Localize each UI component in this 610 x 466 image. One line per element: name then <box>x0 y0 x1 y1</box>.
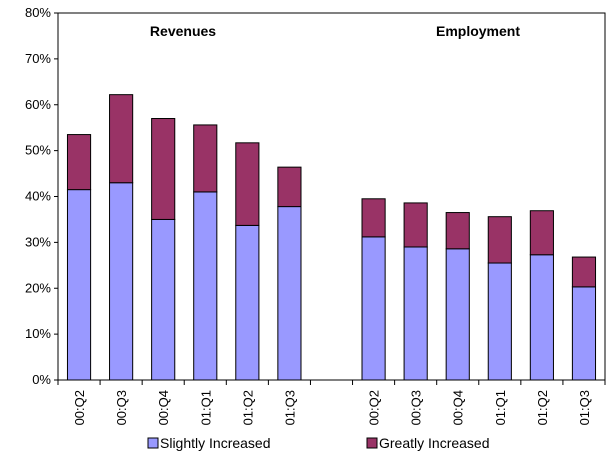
x-tick-label: 01:Q1 <box>493 390 508 425</box>
group-titles: Revenues Employment <box>150 23 520 39</box>
y-tick-label: 30% <box>25 234 51 249</box>
bar-segment <box>529 210 554 256</box>
x-tick-label: 00:Q4 <box>156 390 171 425</box>
plot-frame <box>57 12 606 381</box>
bar-segment <box>487 262 512 381</box>
bar-segment <box>529 254 554 381</box>
bar-segment <box>193 191 218 381</box>
bar-segment <box>109 182 134 381</box>
bar-segment <box>571 286 597 381</box>
y-tick-label: 50% <box>25 143 51 158</box>
x-tick-label: 00:Q2 <box>367 390 382 425</box>
bar-segment <box>403 246 428 381</box>
bar-segment <box>403 202 428 248</box>
bars <box>66 94 597 381</box>
x-tick-label: 00:Q2 <box>72 390 87 425</box>
x-tick-label: 00:Q3 <box>114 390 129 425</box>
bar-segment <box>151 218 176 381</box>
group-title: Employment <box>436 23 520 39</box>
bar-segment <box>277 166 302 208</box>
x-tick-label: 01:Q2 <box>240 390 255 425</box>
y-tick-label: 70% <box>25 51 51 66</box>
bar-segment <box>277 206 302 381</box>
x-tick-label: 01:Q2 <box>535 390 550 425</box>
y-axis: 0% 10% 20% 30% 40% 50% 60% 70% 80% <box>25 5 58 387</box>
x-tick-label: 01:Q3 <box>577 390 592 425</box>
y-tick-label: 80% <box>25 5 51 20</box>
legend-label: Slightly Increased <box>160 435 271 451</box>
y-tick-label: 10% <box>25 326 51 341</box>
bar-segment <box>361 198 386 238</box>
x-tick-label: 01:Q3 <box>282 390 297 425</box>
bar-segment <box>445 248 470 381</box>
legend-label: Greatly Increased <box>379 435 490 451</box>
legend: Slightly Increased Greatly Increased <box>147 435 490 451</box>
x-tick-label: 00:Q3 <box>409 390 424 425</box>
y-tick-label: 20% <box>25 280 51 295</box>
bar-segment <box>445 212 470 250</box>
legend-swatch <box>147 437 159 449</box>
x-tick-label: 01:Q1 <box>198 390 213 425</box>
y-tick-label: 40% <box>25 189 51 204</box>
bar-segment <box>235 224 260 381</box>
y-tick-label: 0% <box>32 372 51 387</box>
group-title: Revenues <box>150 23 216 39</box>
bar-segment <box>151 118 176 220</box>
x-tick-label: 00:Q4 <box>451 390 466 425</box>
bar-segment <box>235 142 260 226</box>
bar-segment <box>66 134 92 191</box>
x-axis: 00:Q2 00:Q3 00:Q4 01:Q1 01:Q2 01:Q3 00:Q2 00:Q3… <box>57 380 606 425</box>
bar-segment <box>193 124 218 193</box>
legend-swatch <box>366 437 378 449</box>
bar-segment <box>487 216 512 264</box>
bar-segment <box>109 94 134 184</box>
bar-segment <box>361 236 386 381</box>
bar-segment <box>66 189 92 381</box>
bar-segment <box>571 256 597 288</box>
y-tick-label: 60% <box>25 97 51 112</box>
